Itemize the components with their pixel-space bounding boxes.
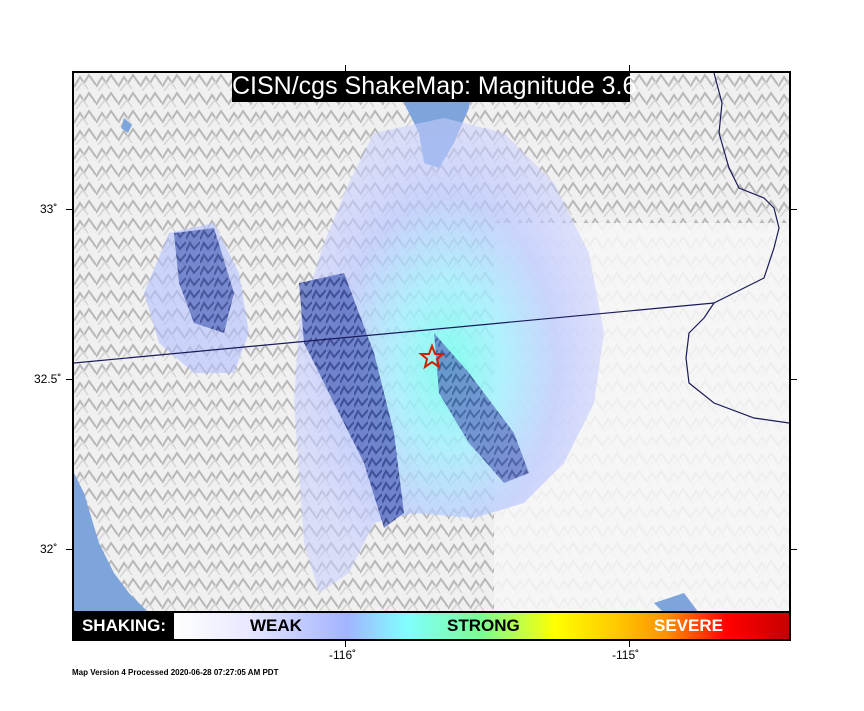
ridge-east [434, 333, 529, 483]
map-version-footer: Map Version 4 Processed 2020-06-28 07:27… [72, 668, 279, 677]
lon-label-116: -116˚ [329, 648, 357, 662]
map-title: CISN/cgs ShakeMap: Magnitude 3.6 [232, 71, 637, 102]
lat-tick-32-5-right [791, 379, 797, 380]
lat-tick-32-right [791, 549, 797, 550]
pacific-coast [74, 473, 184, 639]
lat-label-33: 33˚ [40, 202, 58, 216]
shakemap-canvas[interactable] [74, 73, 789, 639]
lat-tick-33-right [791, 209, 797, 210]
intensity-legend: SHAKING: WEAK STRONG SEVERE [72, 611, 791, 641]
lat-label-32: 32˚ [40, 542, 58, 556]
lake-left [121, 118, 132, 133]
legend-weak-label: WEAK [250, 616, 302, 635]
lon-tick-116 [345, 641, 346, 647]
state-border-ca-az [685, 73, 789, 424]
lon-tick-115 [629, 641, 630, 647]
legend-strong-label: STRONG [447, 616, 520, 635]
legend-color-bar: WEAK STRONG SEVERE [174, 613, 789, 639]
lat-tick-33 [66, 209, 72, 210]
lat-label-32-5: 32.5˚ [34, 372, 62, 386]
lon-tick-115-top [629, 65, 630, 71]
lat-tick-32-5 [66, 379, 72, 380]
lon-tick-116-top [345, 65, 346, 71]
ridge-central [299, 273, 404, 528]
epicenter-star-icon[interactable] [418, 343, 446, 370]
lat-tick-32 [66, 549, 72, 550]
legend-shaking-label: SHAKING: [74, 613, 174, 639]
legend-severe-label: SEVERE [654, 616, 723, 635]
lon-label-115: -115˚ [612, 648, 640, 662]
us-mexico-border [74, 302, 715, 364]
ridge-west [174, 228, 234, 333]
map-frame[interactable] [72, 71, 791, 641]
